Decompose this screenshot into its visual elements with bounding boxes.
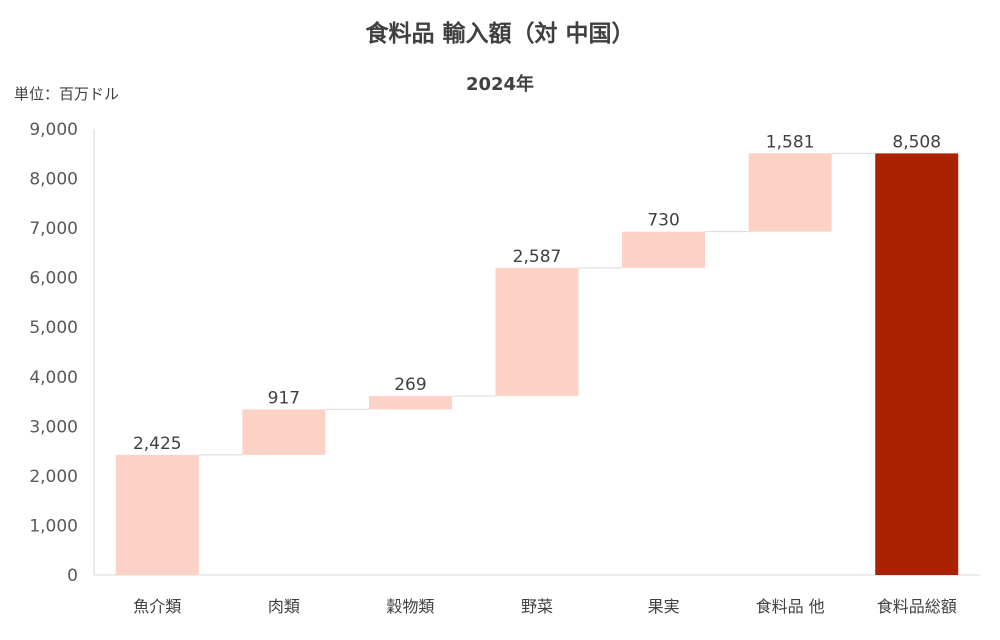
y-tick-label: 4,000 [29, 368, 78, 388]
category-label: 肉類 [268, 597, 300, 616]
chart-title: 食料品 輸入額（対 中国） [365, 21, 635, 47]
data-label: 269 [394, 375, 426, 395]
data-label: 730 [647, 211, 679, 231]
y-tick-label: 6,000 [29, 269, 78, 289]
category-label: 食料品 他 [756, 597, 825, 616]
y-tick-label: 7,000 [29, 219, 78, 239]
waterfall-bar [242, 409, 326, 455]
y-tick-label: 0 [67, 566, 78, 586]
y-tick-label: 9,000 [29, 120, 78, 140]
category-label: 野菜 [521, 597, 553, 616]
category-label: 果実 [648, 597, 680, 616]
data-label: 2,425 [133, 434, 182, 454]
y-tick-label: 3,000 [29, 417, 78, 437]
y-tick-label: 5,000 [29, 318, 78, 338]
data-label: 1,581 [766, 132, 815, 152]
data-label: 2,587 [513, 247, 562, 267]
waterfall-bar [115, 454, 199, 575]
category-label: 穀物類 [386, 597, 434, 616]
y-tick-label: 8,000 [29, 170, 78, 190]
chart-subtitle: 2024年 [465, 74, 535, 95]
data-label: 8,508 [892, 132, 941, 152]
category-label: 魚介類 [133, 597, 181, 616]
waterfall-bar [495, 267, 579, 397]
unit-label: 単位：百万ドル [14, 85, 120, 103]
y-tick-label: 1,000 [29, 516, 78, 536]
total-bar [875, 153, 959, 575]
waterfall-bar [622, 231, 706, 268]
y-tick-label: 2,000 [29, 467, 78, 487]
category-label: 食料品総額 [877, 597, 957, 616]
waterfall-bar [368, 396, 452, 410]
waterfall-bar [748, 153, 832, 232]
data-label: 917 [268, 388, 300, 408]
